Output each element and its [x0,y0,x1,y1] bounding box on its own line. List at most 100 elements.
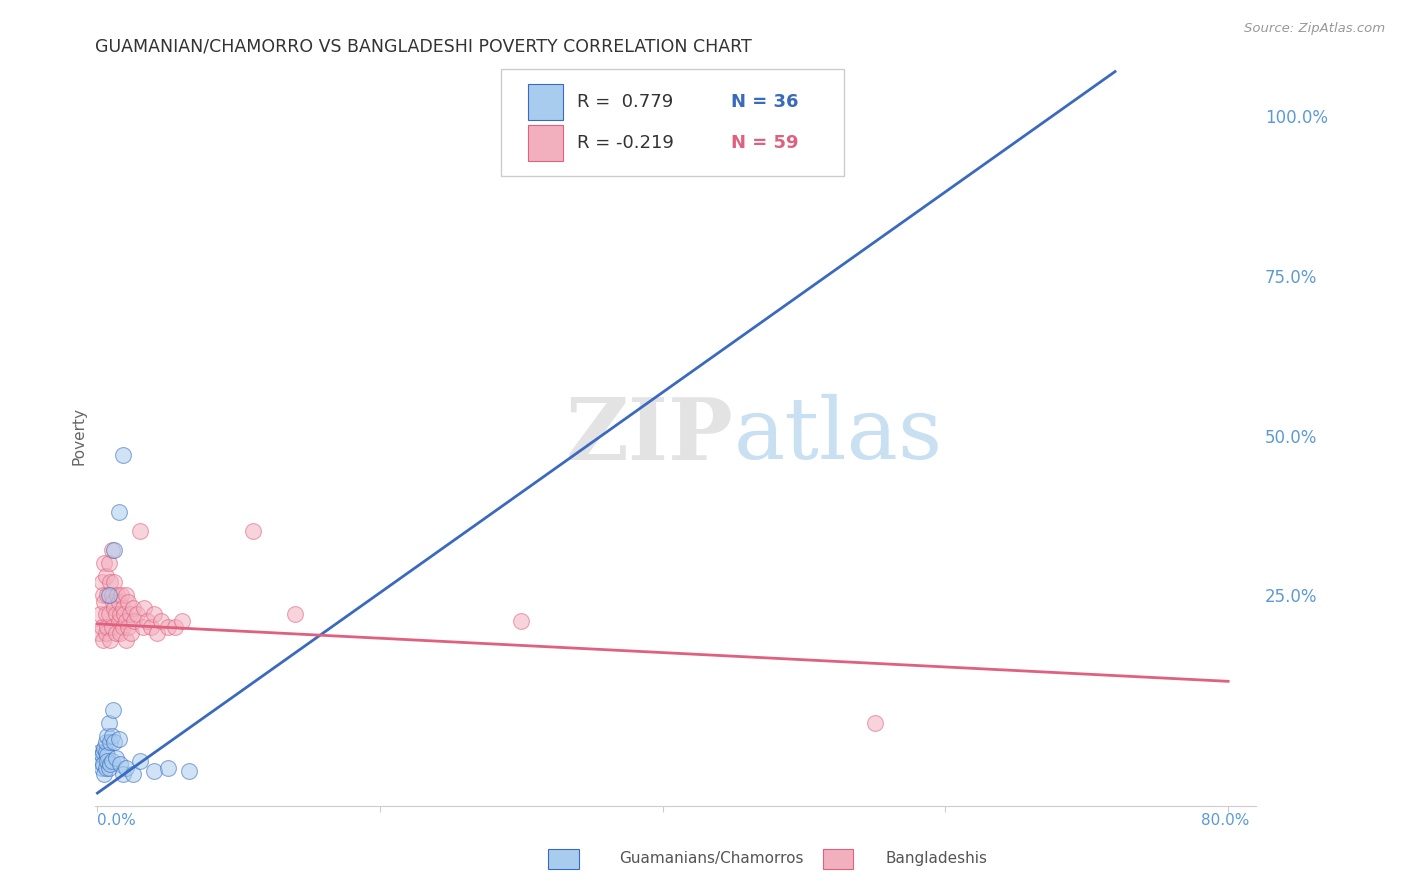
Point [121,767,143,781]
Point [118,607,141,622]
Point [98,735,121,749]
Point [97,715,120,730]
Point [94,745,117,759]
Point [131,620,153,634]
Point [165,620,187,634]
Point [96,754,118,768]
FancyBboxPatch shape [527,85,562,120]
Text: N = 59: N = 59 [731,134,799,152]
Point [91,588,114,602]
Point [284,607,307,622]
Point [108,626,131,640]
Point [125,607,148,622]
Point [90,575,112,590]
Point [93,594,115,608]
Point [93,556,115,570]
Text: atlas: atlas [734,394,942,477]
Point [135,614,157,628]
Point [98,632,121,647]
Point [172,614,194,628]
Point [93,767,115,781]
Point [108,607,131,622]
Point [104,751,127,765]
Point [91,632,114,647]
Point [96,620,118,634]
Point [89,745,111,759]
Point [101,594,124,608]
Point [142,607,165,622]
Point [94,607,117,622]
Point [104,626,127,640]
Point [107,731,129,746]
Point [142,764,165,778]
Point [111,601,134,615]
Point [510,614,533,628]
Point [103,601,125,615]
Point [94,735,117,749]
Point [157,620,180,634]
Point [98,575,121,590]
Point [111,620,134,634]
Point [100,754,122,768]
Point [112,607,135,622]
Text: Bangladeshis: Bangladeshis [886,851,988,865]
Point [90,747,112,762]
Point [103,543,125,558]
Point [90,760,112,774]
Point [150,614,173,628]
Point [121,601,143,615]
Point [111,448,134,462]
Point [87,626,110,640]
Point [242,524,264,539]
Point [128,754,150,768]
Point [107,505,129,519]
Point [117,620,139,634]
Point [110,588,132,602]
Point [108,757,131,772]
Point [139,620,162,634]
Point [117,594,139,608]
Point [104,607,127,622]
Point [103,735,125,749]
Text: R =  0.779: R = 0.779 [576,94,673,112]
Point [94,760,117,774]
Point [132,601,155,615]
Point [157,760,180,774]
Point [128,524,150,539]
Point [145,626,167,640]
Point [89,607,111,622]
Point [100,729,122,743]
Text: 80.0%: 80.0% [1201,814,1250,829]
Point [122,614,145,628]
Point [120,626,142,640]
Point [103,575,125,590]
Point [97,607,120,622]
Text: Source: ZipAtlas.com: Source: ZipAtlas.com [1244,22,1385,36]
Point [97,556,120,570]
Point [94,569,117,583]
Point [114,760,136,774]
Point [96,747,118,762]
Point [90,620,112,634]
Point [179,764,201,778]
Point [114,614,136,628]
Point [93,741,115,756]
Text: GUAMANIAN/CHAMORRO VS BANGLADESHI POVERTY CORRELATION CHART: GUAMANIAN/CHAMORRO VS BANGLADESHI POVERT… [94,37,751,55]
Point [87,754,110,768]
Point [105,588,128,602]
FancyBboxPatch shape [501,69,844,177]
Point [91,757,114,772]
Text: R = -0.219: R = -0.219 [576,134,673,152]
FancyBboxPatch shape [527,125,562,161]
Text: 0.0%: 0.0% [97,814,136,829]
Point [111,767,134,781]
Point [96,588,118,602]
Point [114,588,136,602]
Point [94,626,117,640]
Point [97,588,120,602]
Point [100,543,122,558]
Point [107,594,129,608]
Point [100,588,122,602]
Point [107,614,129,628]
Point [101,703,124,717]
